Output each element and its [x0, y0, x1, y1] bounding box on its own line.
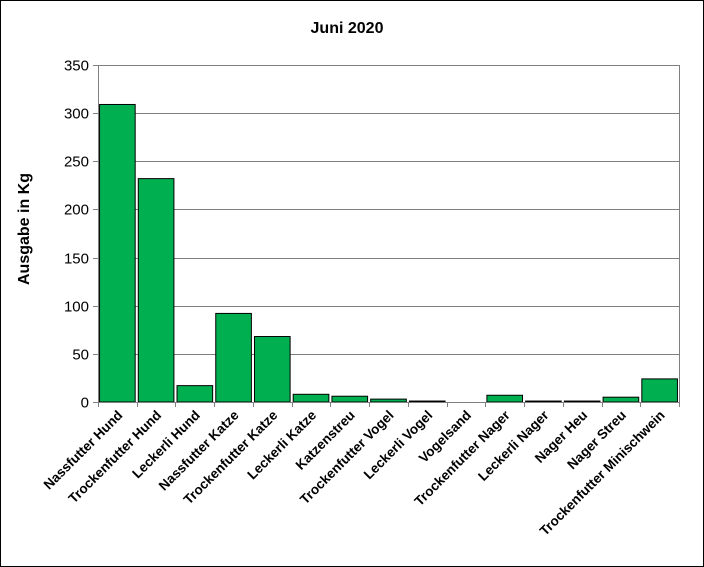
bar: [137, 178, 175, 403]
x-tick-label: Leckerli Katze: [244, 407, 319, 482]
y-tick-label: 0: [81, 395, 89, 412]
y-tick-label: 350: [64, 58, 89, 75]
bar: [99, 103, 136, 403]
bar: [486, 394, 524, 403]
y-tick-labels: 0 50 100 150 200 250 300 350: [64, 58, 89, 412]
bar: [176, 385, 214, 403]
bars: [99, 103, 678, 403]
bar: [215, 312, 252, 403]
chart-title: Juni 2020: [311, 20, 384, 37]
bar: [331, 395, 369, 403]
x-tick-label: Leckerli Vogel: [361, 408, 436, 483]
y-axis-label: Ausgabe in Kg: [16, 173, 33, 285]
y-tick-label: 100: [64, 299, 89, 316]
gridlines: [98, 65, 679, 355]
bar: [602, 396, 640, 403]
y-tick-label: 150: [64, 251, 89, 268]
bar: [253, 336, 291, 403]
bar: [563, 400, 601, 403]
bar: [292, 393, 330, 403]
axes: [93, 65, 680, 407]
bar: [408, 400, 446, 403]
y-tick-label: 200: [64, 202, 89, 219]
bar: [641, 378, 678, 403]
x-tick-label: Leckerli Hund: [129, 408, 203, 482]
y-tick-label: 250: [64, 154, 89, 171]
bar: [370, 398, 407, 403]
y-tick-label: 300: [64, 106, 89, 123]
y-tick-label: 50: [72, 347, 89, 364]
bar: [525, 400, 562, 403]
